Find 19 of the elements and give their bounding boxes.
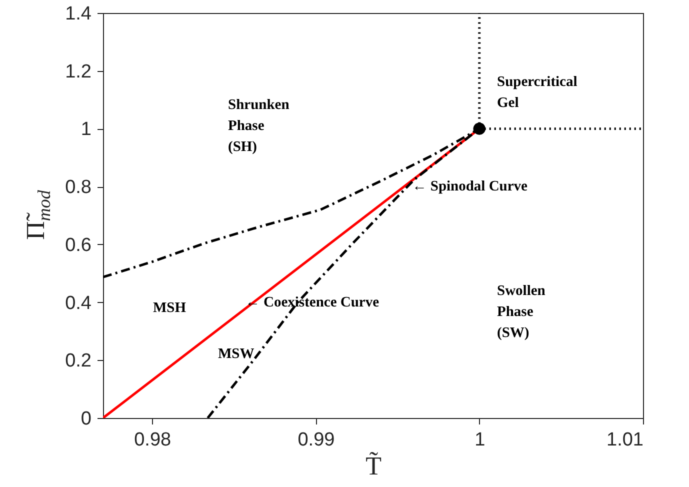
y-tick-label: 1.2: [65, 61, 92, 82]
y-tick-label: 0.6: [65, 234, 92, 256]
y-tick-label: 1.4: [65, 4, 92, 24]
annotation: Swollen Phase (SW): [497, 283, 546, 341]
x-tick-label: 0.98: [134, 430, 172, 450]
x-tick-label: 0.99: [298, 430, 335, 450]
y-tick-label: 0: [80, 408, 92, 430]
x-tick-label: 1: [474, 430, 486, 450]
annotation: MSH: [153, 300, 187, 316]
annotation: ← Spinodal Curve: [412, 178, 528, 195]
y-tick-label: 0.2: [65, 350, 92, 372]
annotation: Shrunken Phase (SH): [228, 97, 290, 155]
annotation: Supercritical Gel: [497, 74, 578, 111]
y-tick-label: 1: [80, 119, 92, 140]
annotation: MSW: [218, 346, 255, 362]
y-tick-label: 0.4: [65, 292, 92, 314]
x-tick-label: 1.01: [606, 430, 644, 450]
y-tick-label: 0.8: [65, 177, 92, 198]
x-axis-title: T̃: [366, 451, 382, 480]
